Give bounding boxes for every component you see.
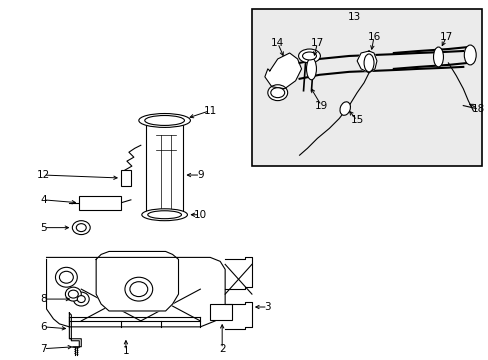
- Text: 7: 7: [40, 344, 47, 354]
- Text: 17: 17: [439, 32, 452, 42]
- Ellipse shape: [77, 296, 85, 302]
- Bar: [251, 9, 481, 166]
- Ellipse shape: [267, 85, 287, 100]
- Ellipse shape: [463, 45, 475, 65]
- Ellipse shape: [55, 267, 77, 287]
- Text: 14: 14: [270, 38, 284, 48]
- Polygon shape: [224, 302, 251, 329]
- Text: 13: 13: [347, 12, 360, 22]
- Ellipse shape: [68, 290, 78, 298]
- Polygon shape: [96, 251, 178, 311]
- Ellipse shape: [139, 113, 190, 127]
- Bar: [79, 196, 121, 210]
- Text: 17: 17: [310, 38, 324, 48]
- Text: 6: 6: [40, 322, 47, 332]
- Polygon shape: [46, 257, 224, 327]
- Ellipse shape: [306, 58, 316, 80]
- Polygon shape: [224, 257, 251, 289]
- Text: 2: 2: [219, 344, 225, 354]
- Ellipse shape: [339, 102, 350, 115]
- Ellipse shape: [124, 277, 152, 301]
- Ellipse shape: [76, 224, 86, 231]
- Bar: [210, 304, 232, 320]
- Text: 18: 18: [470, 104, 484, 113]
- Text: 8: 8: [40, 294, 47, 304]
- Ellipse shape: [142, 209, 187, 221]
- Text: 19: 19: [314, 100, 327, 111]
- Polygon shape: [356, 51, 376, 73]
- Ellipse shape: [65, 287, 81, 301]
- Text: 15: 15: [350, 116, 363, 126]
- Ellipse shape: [60, 271, 73, 283]
- Ellipse shape: [147, 211, 181, 219]
- Ellipse shape: [433, 47, 443, 67]
- Ellipse shape: [144, 116, 184, 125]
- Ellipse shape: [130, 282, 147, 297]
- Text: 9: 9: [197, 170, 203, 180]
- Bar: [121, 170, 131, 186]
- Text: 4: 4: [40, 195, 47, 205]
- Ellipse shape: [302, 52, 316, 60]
- Ellipse shape: [298, 49, 320, 63]
- Ellipse shape: [364, 54, 373, 72]
- Polygon shape: [69, 313, 81, 347]
- Text: 11: 11: [203, 105, 217, 116]
- Text: 12: 12: [37, 170, 50, 180]
- Text: 1: 1: [122, 346, 129, 356]
- Text: 10: 10: [193, 210, 206, 220]
- Polygon shape: [264, 53, 301, 89]
- Ellipse shape: [73, 292, 89, 306]
- Text: 3: 3: [264, 302, 270, 312]
- Bar: [145, 121, 183, 215]
- Ellipse shape: [270, 88, 284, 98]
- Text: 5: 5: [40, 222, 47, 233]
- Ellipse shape: [72, 221, 90, 235]
- Text: 16: 16: [366, 32, 380, 42]
